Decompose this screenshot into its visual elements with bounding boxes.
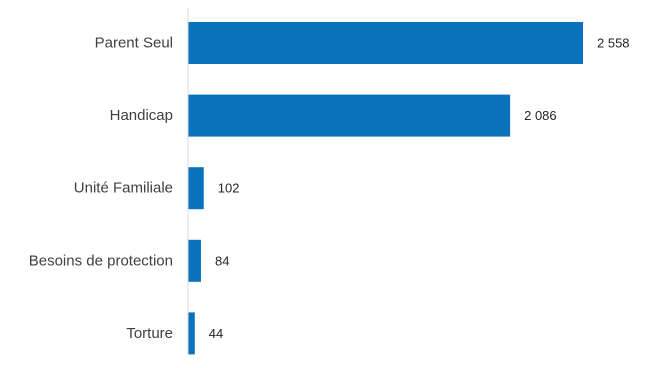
bars-group bbox=[188, 22, 583, 355]
category-label-handicap: Handicap bbox=[110, 107, 173, 124]
category-label-torture: Torture bbox=[126, 325, 173, 342]
value-label-parent-seul: 2 558 bbox=[597, 36, 630, 51]
bar-torture bbox=[188, 312, 195, 355]
value-label-handicap: 2 086 bbox=[524, 108, 557, 123]
bar-besoins-de-protection bbox=[188, 239, 201, 282]
bar-unite-familiale bbox=[188, 167, 204, 210]
bar-handicap bbox=[188, 94, 511, 137]
category-labels-group: Parent Seul Handicap Unité Familiale Besoin… bbox=[29, 35, 173, 342]
value-label-torture: 44 bbox=[209, 326, 223, 341]
bar-parent-seul bbox=[188, 22, 583, 64]
category-label-unite-familiale: Unité Familiale bbox=[74, 180, 173, 197]
value-label-besoins-de-protection: 84 bbox=[215, 253, 229, 268]
category-label-besoins-de-protection: Besoins de protection bbox=[29, 252, 173, 269]
value-labels-group: 2 558 2 086 102 84 44 bbox=[209, 36, 630, 341]
category-label-parent-seul: Parent Seul bbox=[95, 35, 173, 52]
value-label-unite-familiale: 102 bbox=[218, 181, 240, 196]
